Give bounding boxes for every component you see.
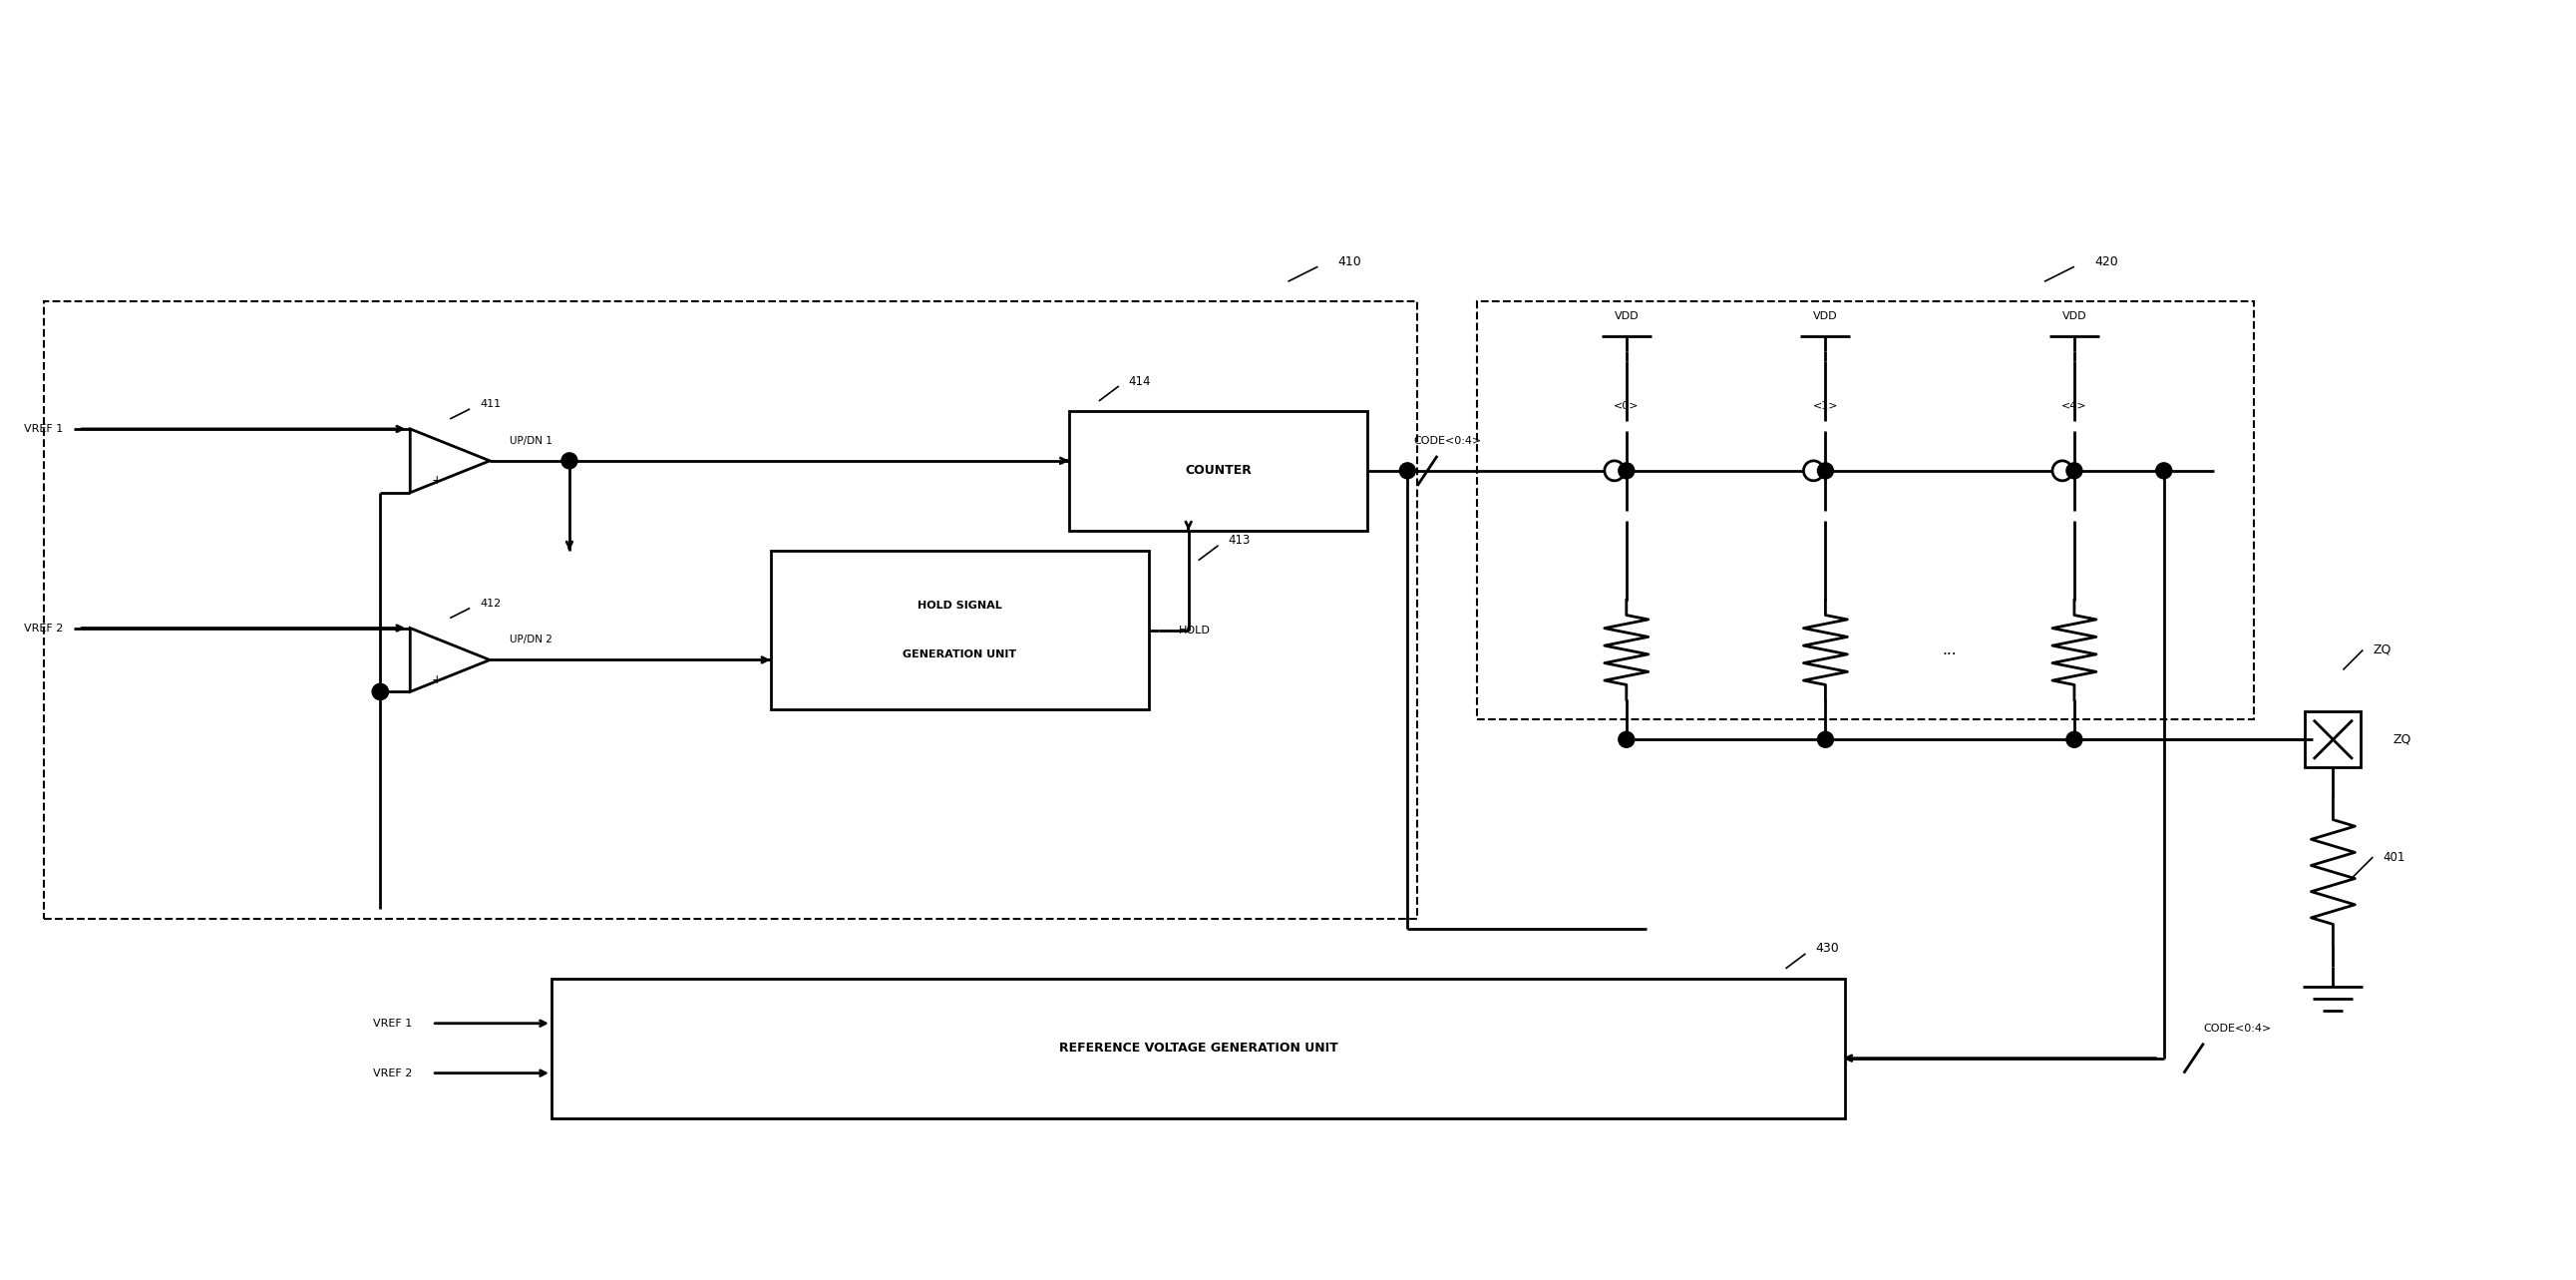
Text: 413: 413 — [1229, 534, 1249, 547]
Text: VREF 2: VREF 2 — [23, 623, 64, 634]
Bar — [2306, 712, 2362, 768]
Text: GENERATION UNIT: GENERATION UNIT — [902, 650, 1018, 660]
Bar — [1069, 411, 1368, 530]
Text: REFERENCE VOLTAGE GENERATION UNIT: REFERENCE VOLTAGE GENERATION UNIT — [1059, 1042, 1337, 1055]
Circle shape — [2156, 463, 2172, 479]
Text: +: + — [433, 474, 443, 488]
Text: HOLD SIGNAL: HOLD SIGNAL — [917, 600, 1002, 611]
Text: UP/DN 1: UP/DN 1 — [510, 436, 551, 445]
Circle shape — [374, 684, 389, 700]
Text: VREF 2: VREF 2 — [374, 1068, 412, 1078]
Text: -: - — [435, 634, 440, 646]
Text: UP/DN 2: UP/DN 2 — [510, 635, 551, 645]
Text: <0>: <0> — [1613, 401, 1638, 411]
Circle shape — [1618, 463, 1633, 479]
Text: CODE<0:4>: CODE<0:4> — [2202, 1023, 2272, 1033]
Text: CODE<0:4>: CODE<0:4> — [1414, 436, 1481, 445]
Text: <1>: <1> — [1814, 401, 1839, 411]
Text: VREF 1: VREF 1 — [374, 1019, 412, 1028]
Circle shape — [1819, 732, 1834, 748]
Text: 410: 410 — [1337, 255, 1363, 268]
Circle shape — [562, 453, 577, 468]
Bar — [551, 978, 1844, 1117]
Text: VREF 1: VREF 1 — [23, 424, 64, 434]
Text: VDD: VDD — [2061, 311, 2087, 321]
Bar — [44, 302, 1417, 919]
Circle shape — [2066, 732, 2081, 748]
Text: +: + — [433, 673, 443, 686]
Text: 411: 411 — [479, 399, 500, 410]
Text: 412: 412 — [479, 598, 500, 608]
Circle shape — [1399, 463, 1414, 479]
Text: COUNTER: COUNTER — [1185, 465, 1252, 477]
Bar — [770, 550, 1149, 709]
Circle shape — [1605, 461, 1625, 481]
Circle shape — [2066, 463, 2081, 479]
Text: 430: 430 — [1816, 942, 1839, 955]
Text: VDD: VDD — [1615, 311, 1638, 321]
Text: -: - — [435, 434, 440, 447]
Text: 414: 414 — [1128, 375, 1151, 388]
Circle shape — [1618, 732, 1633, 748]
Circle shape — [1819, 463, 1834, 479]
Text: ...: ... — [1942, 643, 1958, 658]
Text: <4>: <4> — [2061, 401, 2087, 411]
Text: 420: 420 — [2094, 255, 2117, 268]
Text: 401: 401 — [2383, 851, 2406, 864]
Text: ZQ: ZQ — [2372, 644, 2391, 657]
Text: VDD: VDD — [1814, 311, 1837, 321]
Text: ZQ: ZQ — [2393, 733, 2411, 746]
Text: HOLD: HOLD — [1177, 625, 1211, 635]
Circle shape — [1803, 461, 1824, 481]
Circle shape — [2053, 461, 2071, 481]
Circle shape — [374, 684, 389, 700]
Bar — [1476, 302, 2254, 719]
